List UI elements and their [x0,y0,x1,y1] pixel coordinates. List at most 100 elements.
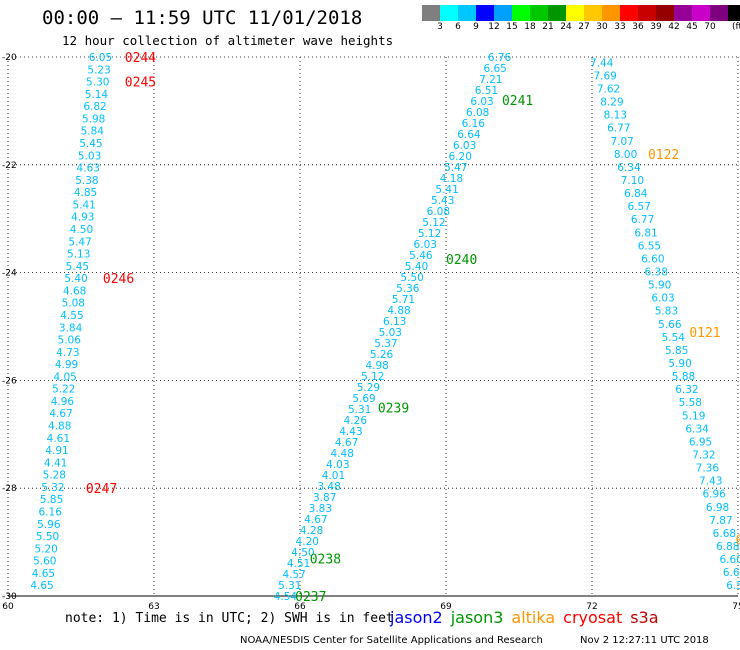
wave-height-value: 4.48 [331,448,354,460]
wave-height-value: 8.13 [604,110,627,122]
color-swatch-16 [710,5,728,21]
wave-height-value: 5.23 [87,64,110,76]
wave-height-value: 4.88 [387,305,410,317]
wave-height-value: 4.43 [339,426,362,438]
wave-height-value: 4.98 [365,360,388,372]
wave-height-value: 5.03 [379,327,402,339]
wave-height-value: 5.66 [658,319,682,331]
wave-height-value: 5.54 [662,332,686,344]
wave-height-value: 4.55 [60,310,83,322]
pass-time-label: 0244 [125,51,156,66]
wave-height-value: 6.34 [617,162,641,174]
wave-height-value: 5.58 [679,397,702,409]
satellite-legend-jason2: jason2 [390,608,443,627]
wave-height-value: 5.83 [655,306,678,318]
x-tick-label: 60 [2,602,14,612]
x-tick-label: 69 [440,602,452,612]
satellite-legend-altika: altika [511,608,556,627]
color-scale-tick-label: 30 [596,22,608,32]
color-swatch-10 [602,5,620,21]
color-swatch-2 [458,5,476,21]
pass-time-label: 0239 [378,401,409,416]
wave-height-value: 4.28 [300,525,323,537]
wave-height-value: 6.50 [726,580,740,592]
wave-height-value: 6.32 [675,384,698,396]
page-title: 00:00 – 11:59 UTC 11/01/2018 [42,7,363,29]
wave-height-value: 5.50 [36,531,59,543]
x-tick-label: 66 [294,602,306,612]
wave-height-value: 5.32 [41,482,64,494]
wave-height-value: 6.60 [719,554,740,566]
pass-time-label: 0237 [295,590,326,605]
color-scale-tick-label: 33 [614,22,626,32]
wave-height-value: 6.76 [488,52,512,64]
y-tick-label: -22 [2,161,17,171]
wave-height-value: 6.03 [470,96,493,108]
color-swatch-0 [422,5,440,21]
wave-height-value: 6.84 [624,188,648,200]
wave-height-value: 7.43 [699,476,722,488]
wave-height-value: 5.98 [82,113,105,125]
pass-time-label: 0121 [689,326,720,341]
wave-height-value: 4.63 [77,163,100,175]
color-swatch-1 [440,5,458,21]
wave-height-value: 4.18 [440,173,463,185]
wave-height-value: 4.01 [322,470,345,482]
wave-height-value: 6.98 [706,502,729,514]
wave-height-value: 4.99 [55,359,78,371]
wave-height-value: 5.40 [405,261,428,273]
satellite-legend-s3a: s3a [630,608,659,627]
footer-note: note: 1) Time is in UTC; 2) SWH is in fe… [65,611,394,626]
color-scale-tick-label: 18 [524,22,536,32]
wave-height-value: 3.48 [317,481,340,493]
wave-height-value: 6.68 [713,528,736,540]
wave-height-value: 6.77 [631,214,654,226]
wave-height-value: 6.08 [466,107,489,119]
wave-height-value: 6.08 [427,206,450,218]
wave-height-value: 5.84 [81,126,105,138]
wave-height-value: 5.41 [72,199,95,211]
wave-height-value: 6.65 [483,63,506,75]
wave-height-value: 4.41 [44,457,67,469]
wave-height-value: 6.82 [83,101,106,113]
wave-height-value: 5.69 [352,393,375,405]
color-swatch-11 [620,5,638,21]
wave-height-value: 4.57 [282,569,305,581]
pass-time-label: 0 [736,533,740,548]
wave-height-value: 7.87 [709,515,732,527]
wave-height-value: 4.65 [32,568,55,580]
wave-height-value: 5.43 [431,195,454,207]
y-tick-label: -30 [2,592,17,602]
color-swatch-8 [566,5,584,21]
pass-time-label: 0241 [502,94,533,109]
wave-height-value: 5.31 [348,404,371,416]
pass-time-label: 0245 [125,75,156,90]
wave-height-value: 5.90 [668,358,691,370]
pass-time-label: 0247 [86,482,117,497]
wave-height-value: 5.13 [67,249,90,261]
wave-height-value: 7.36 [696,463,720,475]
wave-height-value: 5.96 [37,519,61,531]
color-swatch-13 [656,5,674,21]
wave-height-value: 6.51 [475,85,498,97]
color-scale-tick-label: 27 [578,22,590,32]
wave-height-value: 3.84 [59,322,83,334]
wave-height-value: 5.08 [62,298,85,310]
wave-height-value: 4.26 [344,415,368,427]
color-scale-tick-label: 36 [632,22,644,32]
wave-height-value: 5.12 [361,371,384,383]
wave-height-value: 6.13 [383,316,406,328]
wave-height-value: 4.68 [63,285,86,297]
color-scale-tick-label: 9 [473,22,479,32]
wave-height-value: 5.47 [444,162,467,174]
wave-height-value: 4.85 [74,187,97,199]
wave-height-value: 7.62 [597,84,620,96]
wave-height-value: 5.38 [75,175,98,187]
wave-height-value: 5.12 [418,228,441,240]
wave-height-value: 3.87 [313,492,336,504]
color-swatch-12 [638,5,656,21]
color-scale-tick-label: 45 [686,22,698,32]
wave-height-value: 6.96 [702,489,726,501]
pass-time-label: 0122 [648,148,679,163]
